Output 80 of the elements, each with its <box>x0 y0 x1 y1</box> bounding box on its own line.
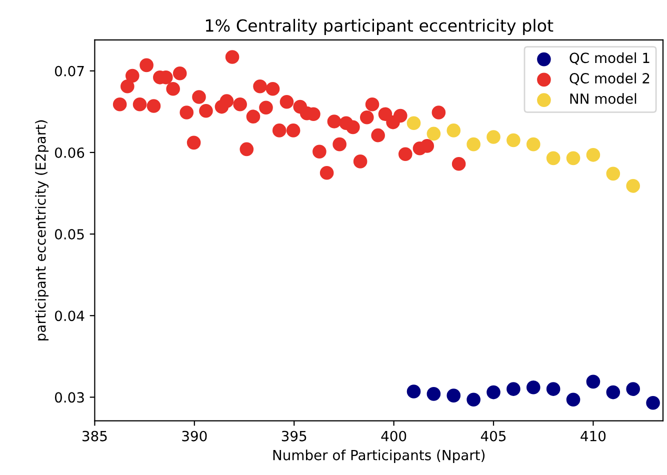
point <box>199 104 213 118</box>
point <box>186 136 201 150</box>
point <box>353 154 368 168</box>
point <box>280 94 294 109</box>
point <box>360 110 374 124</box>
x-axis-title: Number of Participants (Npart) <box>273 450 485 464</box>
point <box>586 374 600 389</box>
point <box>346 120 360 134</box>
point <box>606 166 620 181</box>
point <box>546 382 560 396</box>
point <box>266 82 280 96</box>
point <box>172 66 187 80</box>
y-tick-label: 0.07 <box>54 66 84 76</box>
point <box>586 148 600 162</box>
x-tick-label: 400 <box>381 430 406 442</box>
point <box>253 79 267 94</box>
point <box>125 68 140 83</box>
point <box>220 94 234 108</box>
point <box>486 130 500 144</box>
point <box>112 97 127 112</box>
point <box>332 137 346 152</box>
x-tick-label: 405 <box>480 430 506 442</box>
point <box>432 106 446 120</box>
point <box>132 97 147 112</box>
point <box>466 137 480 152</box>
chart-title: 1% Centrality participant eccentricity plot <box>206 18 554 36</box>
point <box>566 392 580 407</box>
point <box>446 124 461 138</box>
y-axis-title: participant eccentricity (E2part) <box>35 120 49 340</box>
point <box>626 179 640 193</box>
point <box>446 388 461 402</box>
point <box>240 142 254 156</box>
point <box>426 387 441 401</box>
point <box>546 151 560 166</box>
point <box>420 139 434 153</box>
x-tick-label: 390 <box>182 430 207 442</box>
x-tick-label: 395 <box>282 430 306 442</box>
y-tick-label: 0.06 <box>54 147 84 158</box>
point <box>146 99 161 113</box>
y-tick-label: 0.03 <box>54 392 84 403</box>
point <box>371 128 385 142</box>
point <box>327 114 342 128</box>
point <box>566 151 580 166</box>
point <box>272 124 286 138</box>
point <box>365 97 380 112</box>
point <box>225 50 240 64</box>
legend-label: QC model 2 <box>570 72 650 86</box>
point <box>406 384 421 398</box>
point <box>406 116 421 130</box>
point <box>246 110 260 124</box>
point <box>393 108 408 123</box>
y-tick-label: 0.05 <box>54 229 84 240</box>
point <box>452 156 466 171</box>
point <box>626 382 640 396</box>
point <box>486 385 500 400</box>
point <box>320 166 334 180</box>
point <box>526 137 540 152</box>
point <box>233 97 247 112</box>
point <box>180 106 194 120</box>
point <box>192 90 206 104</box>
point <box>606 385 620 400</box>
point <box>426 126 441 141</box>
x-tick-label: 410 <box>580 430 606 442</box>
point <box>466 392 480 407</box>
point <box>166 82 180 96</box>
point <box>140 58 154 72</box>
legend-label: QC model 1 <box>570 52 650 65</box>
point <box>312 144 326 159</box>
legend-label: NN model <box>570 93 636 104</box>
x-tick-label: 385 <box>82 430 107 442</box>
point <box>378 107 392 122</box>
point <box>506 382 520 396</box>
point <box>646 396 660 410</box>
point <box>259 100 273 115</box>
point <box>286 124 300 138</box>
point <box>120 79 134 94</box>
y-tick-label: 0.04 <box>54 310 84 322</box>
point <box>506 133 520 148</box>
point <box>398 147 412 162</box>
point <box>526 380 540 394</box>
